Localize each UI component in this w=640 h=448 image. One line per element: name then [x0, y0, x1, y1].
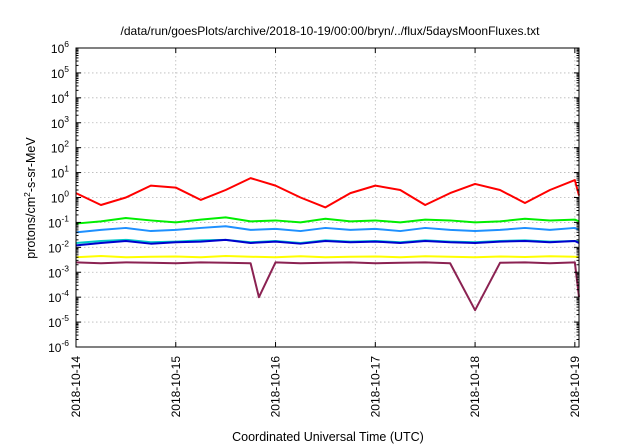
- chart-title: /data/run/goesPlots/archive/2018-10-19/0…: [121, 24, 541, 38]
- x-tick-label: 2018-10-16: [269, 356, 283, 418]
- y-tick-label-base: 10: [48, 341, 62, 355]
- x-axis-label: Coordinated Universal Time (UTC): [232, 430, 424, 444]
- y-tick-label: 100: [51, 189, 69, 206]
- series-lines: [75, 177, 580, 312]
- x-tick-label: 2018-10-19: [568, 356, 582, 418]
- y-tick-label: 10-5: [48, 313, 69, 330]
- y-tick-label-exp: 1: [64, 164, 69, 174]
- y-tick-label-base: 10: [51, 142, 65, 156]
- y-tick-label-base: 10: [48, 216, 62, 230]
- x-tick-label: 2018-10-14: [69, 356, 83, 418]
- y-tick-label: 103: [51, 114, 69, 131]
- y-tick-label-exp: 3: [64, 114, 69, 124]
- y-tick-label-exp: -2: [61, 238, 69, 248]
- y-axis-label-post: -s-sr-MeV: [24, 137, 38, 193]
- y-tick-label-base: 10: [48, 241, 62, 255]
- y-tick-label: 10-2: [48, 238, 69, 255]
- x-axis-ticks: 2018-10-14 2018-10-15 2018-10-16 2018-10-17…: [69, 48, 582, 417]
- y-tick-label: 101: [51, 164, 69, 181]
- y-tick-label-base: 10: [48, 291, 62, 305]
- y-tick-label-exp: 5: [64, 64, 69, 74]
- y-tick-label: 105: [51, 64, 69, 81]
- y-tick-label-exp: 4: [64, 89, 69, 99]
- y-tick-label-exp: -4: [61, 288, 69, 298]
- y-tick-label-exp: 2: [64, 139, 69, 149]
- y-tick-label-base: 10: [51, 192, 65, 206]
- y-tick-label-exp: -3: [61, 263, 69, 273]
- y-axis-label-pre: protons/cm: [24, 197, 38, 259]
- x-tick-label: 2018-10-18: [468, 356, 482, 418]
- y-tick-label-base: 10: [48, 316, 62, 330]
- series-line-3: [75, 225, 580, 234]
- y-tick-label-exp: 6: [64, 39, 69, 49]
- y-tick-label: 10-6: [48, 338, 69, 355]
- y-tick-label-base: 10: [51, 42, 65, 56]
- x-tick-label: 2018-10-17: [368, 356, 382, 418]
- y-tick-label-exp: -1: [61, 213, 69, 223]
- y-tick-label-base: 10: [51, 167, 65, 181]
- plot-frame: [75, 47, 580, 348]
- y-tick-label-base: 10: [51, 117, 65, 131]
- y-tick-label-base: 10: [51, 92, 65, 106]
- y-tick-label-base: 10: [51, 67, 65, 81]
- grid: [76, 48, 579, 347]
- y-tick-label: 10-3: [48, 263, 69, 280]
- y-tick-label: 102: [51, 139, 69, 156]
- y-axis-label-sup: 2: [22, 192, 32, 197]
- series-line-6: [75, 254, 580, 259]
- y-tick-label: 10-1: [48, 213, 69, 230]
- y-tick-label: 106: [51, 39, 69, 56]
- y-axis-label: protons/cm2-s-sr-MeV: [22, 137, 38, 259]
- y-tick-label-exp: 0: [64, 189, 69, 199]
- series-line-5: [75, 238, 580, 247]
- series-line-2: [75, 216, 580, 225]
- y-tick-label-base: 10: [48, 266, 62, 280]
- y-axis-ticks: 10-610-510-410-310-210-11001011021031041…: [48, 39, 579, 355]
- y-tick-label: 104: [51, 89, 69, 106]
- series-line-1: [75, 177, 580, 209]
- x-tick-label: 2018-10-15: [169, 356, 183, 418]
- y-tick-label-exp: -5: [61, 313, 69, 323]
- series-line-7: [75, 261, 580, 312]
- y-tick-label-exp: -6: [61, 338, 69, 348]
- y-tick-label: 10-4: [48, 288, 69, 305]
